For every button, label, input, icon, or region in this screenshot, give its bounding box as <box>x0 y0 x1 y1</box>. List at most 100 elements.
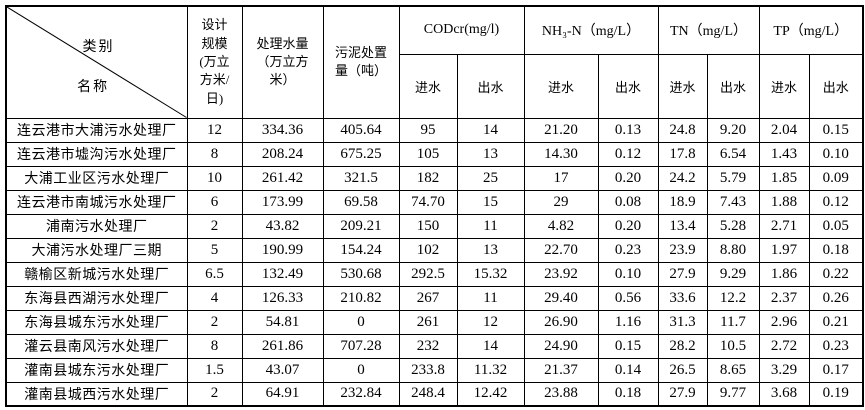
value-cell: 22.70 <box>523 237 599 263</box>
plant-name-cell: 灌南县城东污水处理厂 <box>5 357 188 383</box>
value-cell: 334.36 <box>241 117 324 143</box>
value-cell: 24.2 <box>657 165 708 191</box>
subheader-tn-effluent: 出水 <box>706 53 760 119</box>
value-cell: 13 <box>456 237 525 263</box>
value-cell: 248.4 <box>398 381 458 407</box>
subheader-cod-influent: 进水 <box>398 53 458 119</box>
value-cell: 0.08 <box>597 189 659 215</box>
value-cell: 2.72 <box>758 333 810 359</box>
value-cell: 29 <box>523 189 599 215</box>
value-cell: 2 <box>186 213 243 239</box>
value-cell: 321.5 <box>322 165 400 191</box>
plant-name-cell: 大浦工业区污水处理厂 <box>5 165 188 191</box>
value-cell: 0 <box>322 357 400 383</box>
plant-name-cell: 连云港市南城污水处理厂 <box>5 189 188 215</box>
value-cell: 12 <box>186 117 243 143</box>
value-cell: 7.43 <box>706 189 760 215</box>
value-cell: 21.20 <box>523 117 599 143</box>
value-cell: 12.2 <box>706 285 760 311</box>
value-cell: 11.32 <box>456 357 525 383</box>
value-cell: 8 <box>186 333 243 359</box>
value-cell: 3.29 <box>758 357 810 383</box>
diagonal-divider-line <box>7 7 187 118</box>
subheader-tn-influent: 进水 <box>657 53 708 119</box>
value-cell: 2 <box>186 309 243 335</box>
value-cell: 17.8 <box>657 141 708 167</box>
subheader-cod-effluent: 出水 <box>456 53 525 119</box>
plant-name-cell: 连云港市大浦污水处理厂 <box>5 117 188 143</box>
value-cell: 405.64 <box>322 117 400 143</box>
value-cell: 8 <box>186 141 243 167</box>
plant-name-cell: 赣榆区新城污水处理厂 <box>5 261 188 287</box>
value-cell: 675.25 <box>322 141 400 167</box>
value-cell: 24.90 <box>523 333 599 359</box>
value-cell: 17 <box>523 165 599 191</box>
value-cell: 4 <box>186 285 243 311</box>
value-cell: 11 <box>456 213 525 239</box>
table-row: 连云港市南城污水处理厂 6 173.99 69.58 74.70 15 29 0.08 18.9… <box>5 189 864 215</box>
value-cell: 23.88 <box>523 381 599 407</box>
value-cell: 0.09 <box>808 165 864 191</box>
value-cell: 27.9 <box>657 261 708 287</box>
value-cell: 11 <box>456 285 525 311</box>
value-cell: 233.8 <box>398 357 458 383</box>
value-cell: 0.12 <box>808 189 864 215</box>
value-cell: 6.54 <box>706 141 760 167</box>
value-cell: 2.96 <box>758 309 810 335</box>
value-cell: 95 <box>398 117 458 143</box>
value-cell: 2.37 <box>758 285 810 311</box>
value-cell: 0.26 <box>808 285 864 311</box>
value-cell: 0.15 <box>597 333 659 359</box>
value-cell: 0.12 <box>597 141 659 167</box>
value-cell: 8.80 <box>706 237 760 263</box>
value-cell: 210.82 <box>322 285 400 311</box>
value-cell: 0 <box>322 309 400 335</box>
subheader-tp-effluent: 出水 <box>808 53 864 119</box>
value-cell: 0.19 <box>808 381 864 407</box>
value-cell: 18.9 <box>657 189 708 215</box>
value-cell: 182 <box>398 165 458 191</box>
value-cell: 3.68 <box>758 381 810 407</box>
value-cell: 1.43 <box>758 141 810 167</box>
value-cell: 208.24 <box>241 141 324 167</box>
value-cell: 25 <box>456 165 525 191</box>
value-cell: 126.33 <box>241 285 324 311</box>
value-cell: 102 <box>398 237 458 263</box>
value-cell: 0.23 <box>808 333 864 359</box>
value-cell: 26.5 <box>657 357 708 383</box>
table-row: 大浦工业区污水处理厂 10 261.42 321.5 182 25 17 0.20 24.2 5.… <box>5 165 864 191</box>
value-cell: 0.10 <box>597 261 659 287</box>
value-cell: 0.20 <box>597 213 659 239</box>
value-cell: 261.86 <box>241 333 324 359</box>
table-row: 连云港市墟沟污水处理厂 8 208.24 675.25 105 13 14.30 0.12 17… <box>5 141 864 167</box>
value-cell: 23.9 <box>657 237 708 263</box>
value-cell: 261.42 <box>241 165 324 191</box>
table-row: 东海县西湖污水处理厂 4 126.33 210.82 267 11 29.40 0.56 33.… <box>5 285 864 311</box>
value-cell: 0.17 <box>808 357 864 383</box>
corner-name-label: 名称 <box>77 79 110 95</box>
value-cell: 43.07 <box>241 357 324 383</box>
value-cell: 13.4 <box>657 213 708 239</box>
header-group-nh3n: NH₃-N（mg/L） <box>523 5 659 55</box>
value-cell: 10 <box>186 165 243 191</box>
header-group-cod: CODcr(mg/l) <box>398 5 525 55</box>
value-cell: 26.90 <box>523 309 599 335</box>
table-row: 连云港市大浦污水处理厂 12 334.36 405.64 95 14 21.20 0.13 24… <box>5 117 864 143</box>
value-cell: 2.04 <box>758 117 810 143</box>
table-row: 赣榆区新城污水处理厂 6.5 132.49 530.68 292.5 15.32 23.92… <box>5 261 864 287</box>
subheader-nh3n-influent: 进水 <box>523 53 599 119</box>
table-header: 类别 名称 设计 规模 (万立 方米/ 日) 处理水量 （万立方 米） 污泥处置… <box>5 5 864 119</box>
table-row: 浦南污水处理厂 2 43.82 209.21 150 11 4.82 0.20 13.4 5.28… <box>5 213 864 239</box>
value-cell: 0.10 <box>808 141 864 167</box>
value-cell: 28.2 <box>657 333 708 359</box>
value-cell: 12.42 <box>456 381 525 407</box>
value-cell: 9.20 <box>706 117 760 143</box>
value-cell: 8.65 <box>706 357 760 383</box>
value-cell: 14.30 <box>523 141 599 167</box>
value-cell: 105 <box>398 141 458 167</box>
corner-header-cell: 类别 名称 <box>5 5 188 119</box>
plant-name-cell: 连云港市墟沟污水处理厂 <box>5 141 188 167</box>
header-sludge-disposal: 污泥处置 量（吨） <box>322 5 400 119</box>
value-cell: 5.79 <box>706 165 760 191</box>
